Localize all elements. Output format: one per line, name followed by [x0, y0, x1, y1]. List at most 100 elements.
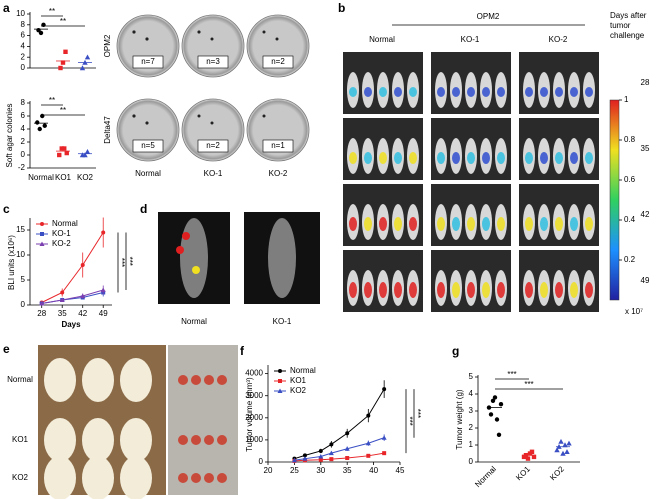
row-label: Normal: [7, 375, 33, 384]
data-point: [278, 369, 282, 373]
data-point: [39, 301, 45, 306]
heading: Days after: [610, 11, 647, 20]
y-tick-label: 1000: [245, 435, 263, 444]
data-point: [318, 457, 323, 462]
y-axis-label: Tumor volume (mm³): [245, 377, 254, 452]
colorbar-label: 1: [624, 95, 629, 104]
signal: [364, 282, 372, 298]
plate: [116, 14, 180, 78]
data-point: [564, 449, 570, 454]
signal: [349, 282, 357, 298]
signal: [192, 266, 200, 274]
signal: [437, 152, 445, 164]
row-label: KO2: [12, 473, 29, 482]
signal: [570, 282, 578, 298]
count-box: [197, 139, 229, 153]
significance-label: ***: [117, 258, 126, 267]
y-tick-label: 15: [16, 225, 25, 234]
x-tick-label: 45: [396, 466, 405, 475]
signal: [497, 282, 505, 298]
colony: [197, 30, 201, 34]
row-label: KO1: [12, 435, 29, 444]
column-label: Normal: [135, 169, 161, 178]
y-tick-label: 2000: [245, 413, 263, 422]
data-point: [100, 287, 106, 292]
column-label: Normal: [369, 35, 395, 44]
data-point: [302, 453, 307, 458]
data-point: [328, 450, 334, 456]
mouse: [82, 358, 114, 402]
signal: [437, 282, 445, 298]
data-point: [496, 432, 502, 437]
panel-label: c: [3, 202, 10, 216]
colony: [145, 37, 149, 41]
x-tick-label: 42: [78, 309, 87, 318]
signal: [497, 152, 505, 164]
y-tick-label: 1: [469, 440, 474, 449]
signal: [409, 217, 417, 231]
colony: [210, 37, 214, 41]
legend-label: Normal: [290, 366, 316, 375]
signal: [349, 152, 357, 164]
x-tick-label: KO1: [55, 173, 72, 182]
plate: [181, 98, 245, 162]
plate: [181, 14, 245, 78]
tumor: [191, 435, 201, 445]
data-point: [84, 54, 91, 60]
signal: [482, 152, 490, 164]
significance-label: ***: [405, 416, 414, 425]
data-point: [82, 152, 88, 158]
signal: [182, 232, 190, 240]
y-tick-label: 10: [16, 250, 25, 259]
data-point: [531, 454, 537, 460]
data-point: [345, 456, 350, 461]
signal: [452, 282, 460, 298]
heading: challenge: [610, 31, 645, 40]
signal: [437, 217, 445, 231]
plate: [116, 98, 180, 162]
panel-label: f: [240, 344, 245, 358]
data-point: [566, 440, 572, 446]
signal: [394, 152, 402, 164]
significance-label: ***: [413, 409, 422, 418]
signal: [409, 87, 417, 97]
signal: [570, 217, 578, 231]
panel-label: a: [3, 1, 10, 15]
data-point: [84, 149, 91, 154]
tumor: [178, 473, 188, 483]
y-axis-label: Tumor weight (g): [455, 389, 464, 450]
data-point: [37, 126, 42, 132]
y-tick-label: 4000: [245, 369, 263, 378]
y-tick-label: 3: [469, 406, 474, 415]
count-label: n=3: [206, 57, 220, 66]
signal: [379, 87, 387, 97]
signal: [570, 152, 578, 164]
signal: [540, 87, 548, 97]
mouse: [120, 418, 152, 462]
colorbar-unit: x 10⁷: [625, 307, 643, 316]
tumor: [178, 435, 188, 445]
mouse: [120, 358, 152, 402]
signal: [452, 87, 460, 97]
count-box: [262, 139, 294, 153]
data-point: [40, 113, 45, 119]
x-tick-label: 35: [58, 309, 67, 318]
tumor: [204, 375, 214, 385]
day-label: 28: [641, 78, 650, 87]
image-label: KO-1: [273, 317, 292, 326]
x-tick-label: 25: [290, 466, 299, 475]
day-label: 42: [641, 210, 650, 219]
signal: [176, 246, 184, 254]
colorbar-label: 0.8: [624, 135, 636, 144]
signal: [364, 152, 372, 164]
signal: [467, 217, 475, 231]
data-point: [492, 395, 498, 400]
count-box: [132, 55, 164, 69]
body-scan: [268, 218, 296, 298]
data-point: [344, 446, 350, 451]
data-point: [59, 146, 64, 151]
mouse: [44, 358, 76, 402]
data-point: [562, 442, 568, 448]
signal: [349, 87, 357, 97]
significance-label: **: [60, 17, 66, 26]
